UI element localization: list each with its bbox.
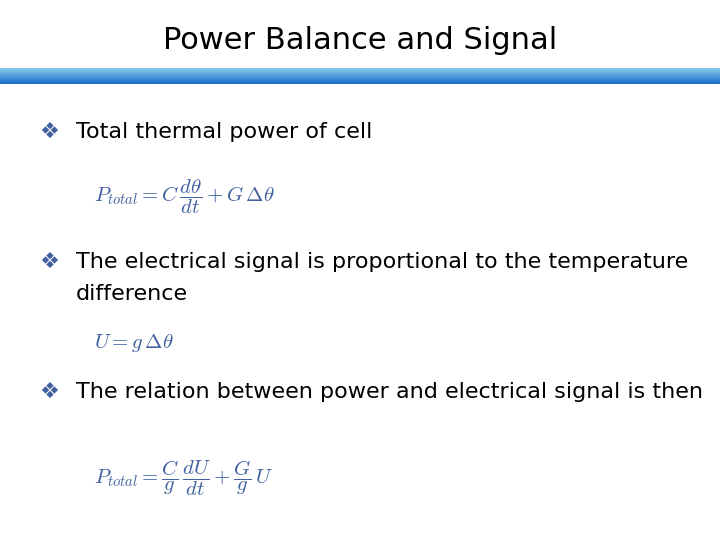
Text: ❖: ❖ bbox=[40, 122, 60, 143]
Text: The electrical signal is proportional to the temperature: The electrical signal is proportional to… bbox=[76, 252, 688, 272]
Text: difference: difference bbox=[76, 284, 188, 305]
Text: The relation between power and electrical signal is then: The relation between power and electrica… bbox=[76, 381, 703, 402]
Text: ❖: ❖ bbox=[40, 381, 60, 402]
Text: ❖: ❖ bbox=[40, 252, 60, 272]
Text: Power Balance and Signal: Power Balance and Signal bbox=[163, 26, 557, 55]
Text: Total thermal power of cell: Total thermal power of cell bbox=[76, 122, 372, 143]
Text: $P_{total} = C\,\dfrac{d\theta}{dt} + G\,\Delta\theta$: $P_{total} = C\,\dfrac{d\theta}{dt} + G\… bbox=[94, 178, 274, 217]
Text: $U = g\,\Delta\theta$: $U = g\,\Delta\theta$ bbox=[94, 332, 174, 354]
Text: $P_{total} = \dfrac{C}{g}\,\dfrac{dU}{dt} + \dfrac{G}{g}\,U$: $P_{total} = \dfrac{C}{g}\,\dfrac{dU}{dt… bbox=[94, 458, 273, 498]
